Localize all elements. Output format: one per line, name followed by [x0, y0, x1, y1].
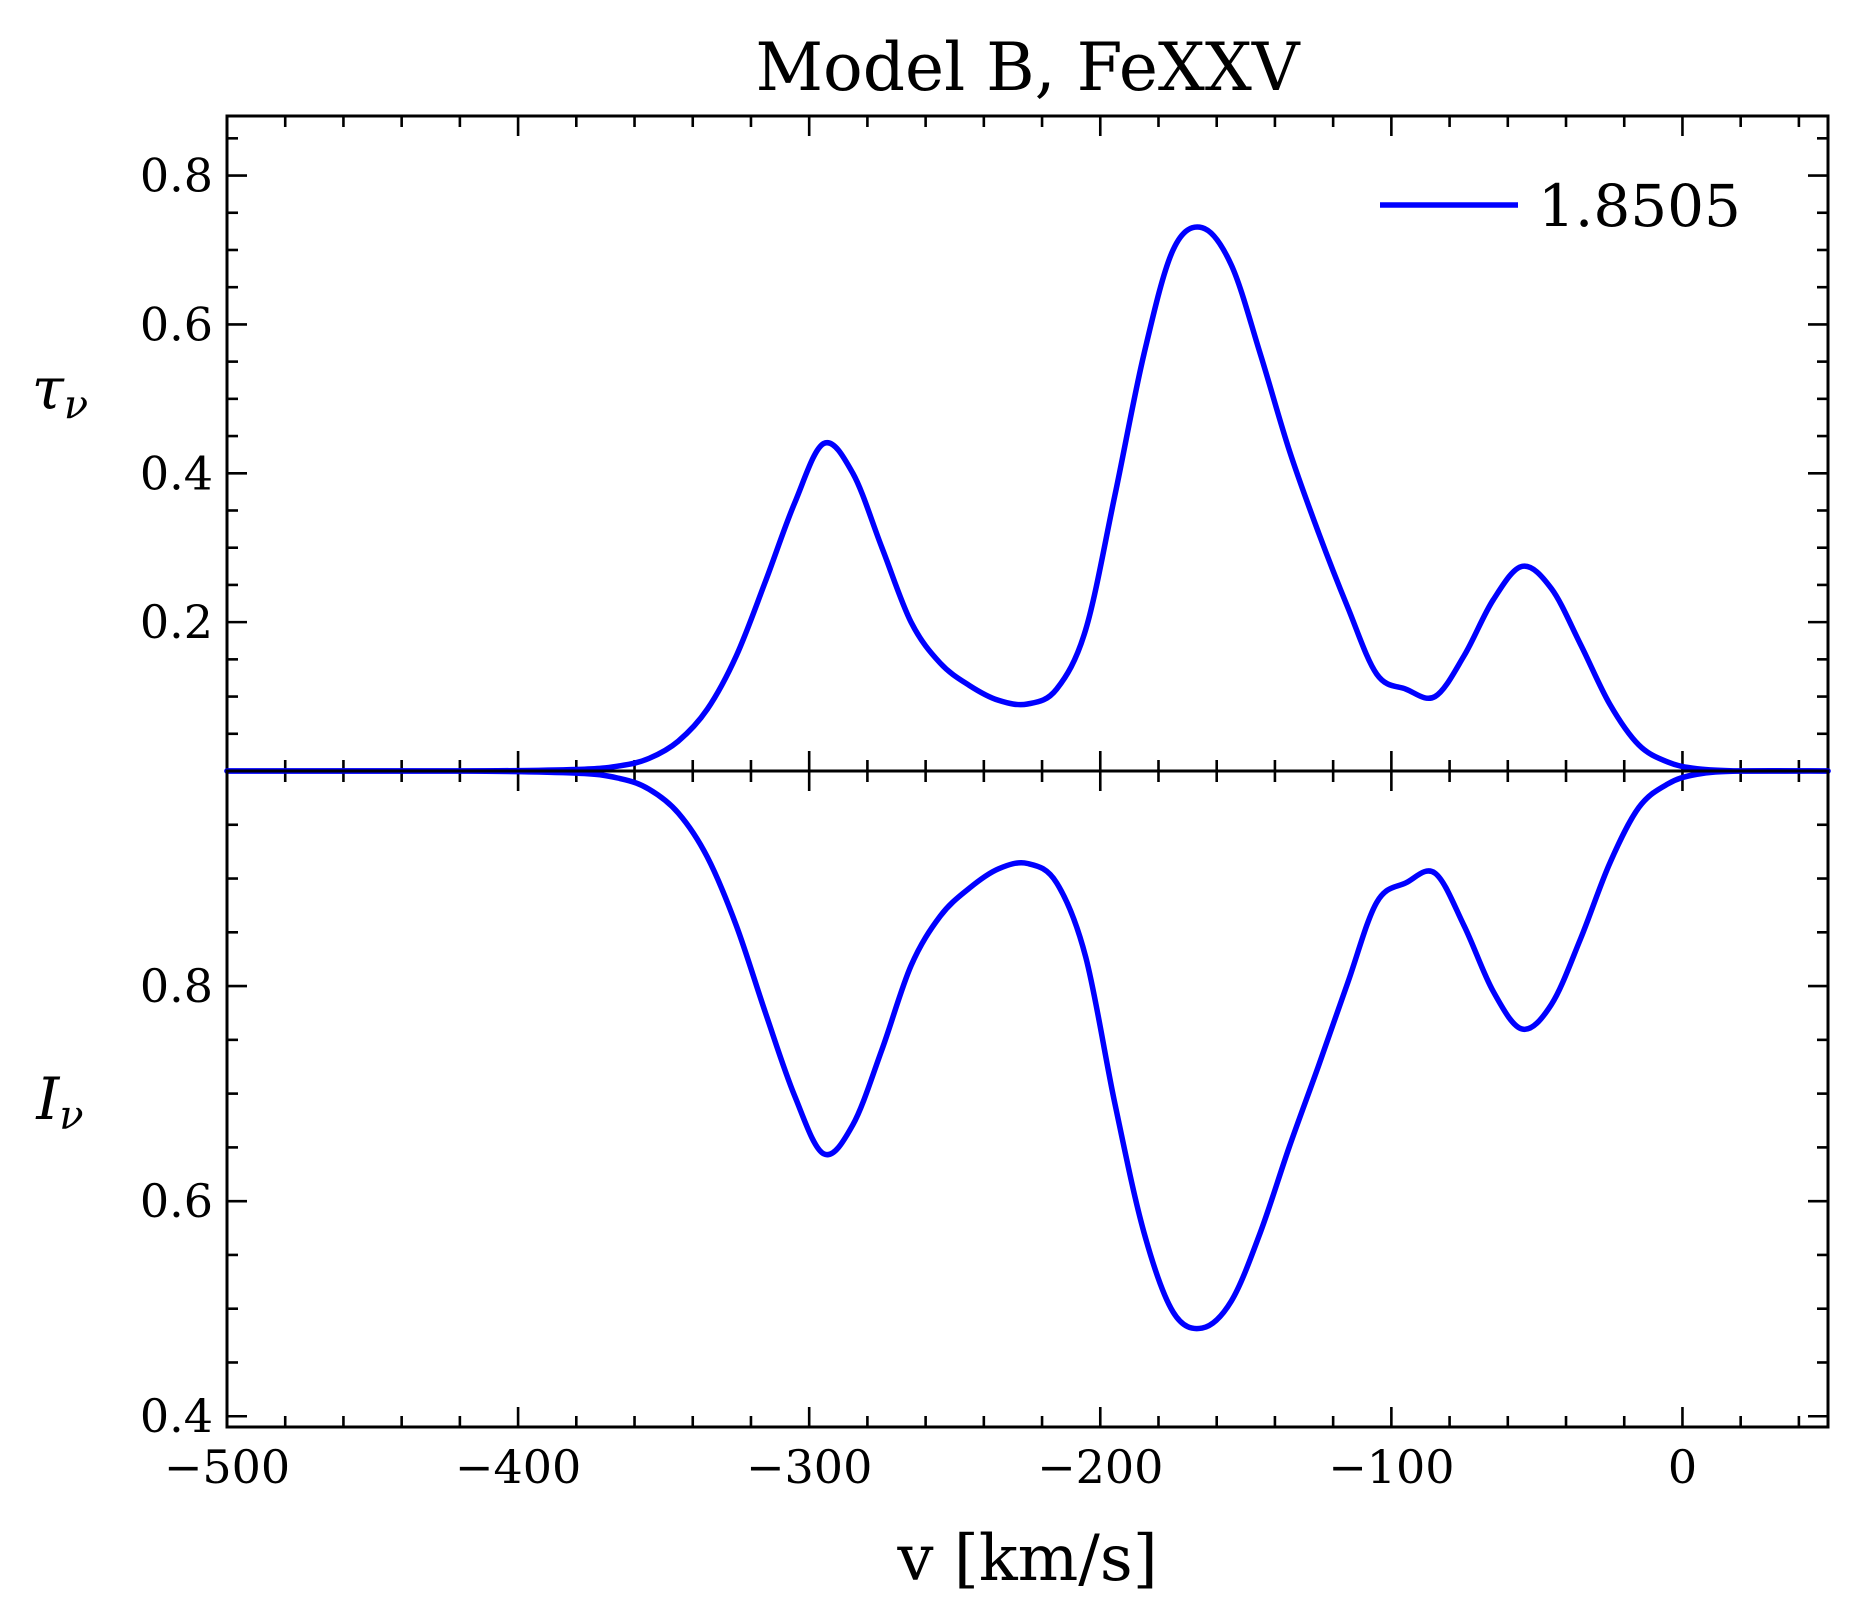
tau-panel-ticks	[225, 116, 1828, 773]
intensity-curve	[224, 768, 1831, 1332]
tau-y-axis-label-main: τ	[32, 355, 65, 423]
x-tick-label: −100	[1328, 1440, 1454, 1494]
legend-label: 1.8505	[1538, 172, 1741, 240]
intensity-panel-frame	[225, 769, 1830, 1429]
tau-y-tick-labels: 0.2 0.4 0.6 0.8	[140, 149, 213, 650]
tau-y-tick-label: 0.8	[140, 149, 213, 203]
intensity-y-axis-label-sub: ν	[59, 1093, 83, 1139]
x-tick-label: −200	[1037, 1440, 1163, 1494]
x-tick-label: 0	[1668, 1440, 1697, 1494]
x-axis-label: v [km/s]	[896, 1522, 1157, 1596]
tau-curve	[224, 224, 1831, 774]
tau-y-tick-label: 0.6	[140, 297, 213, 351]
x-tick-label: −400	[455, 1440, 581, 1494]
intensity-y-axis-label-main: I	[35, 1065, 60, 1133]
intensity-panel: 0.4 0.6 0.8 Iν	[35, 768, 1831, 1443]
tau-panel: 0.2 0.4 0.6 0.8 τν	[32, 114, 1831, 774]
intensity-y-tick-label: 0.6	[140, 1174, 213, 1228]
chart-title: Model B, FeXXV	[755, 29, 1300, 106]
x-tick-label: −500	[164, 1440, 290, 1494]
legend: 1.8505	[1380, 172, 1741, 240]
x-tick-labels: −500 −400 −300 −200 −100 0	[164, 1440, 1697, 1494]
tau-y-axis-label: τν	[32, 355, 88, 429]
tau-y-tick-label: 0.4	[140, 446, 213, 500]
tau-y-axis-label-sub: ν	[64, 383, 88, 429]
intensity-panel-ticks	[225, 769, 1828, 1427]
intensity-y-axis-label: Iν	[35, 1065, 83, 1139]
x-tick-label: −300	[746, 1440, 872, 1494]
tau-y-tick-label: 0.2	[140, 595, 213, 649]
intensity-y-tick-label: 0.8	[140, 959, 213, 1013]
intensity-y-tick-label: 0.4	[140, 1389, 213, 1443]
intensity-y-tick-labels: 0.4 0.6 0.8	[140, 959, 213, 1443]
